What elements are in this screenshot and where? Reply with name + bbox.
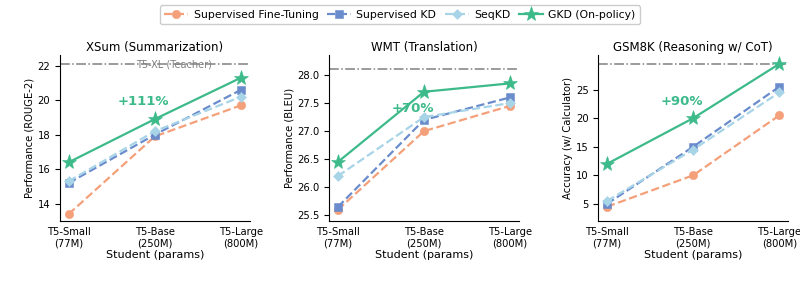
Y-axis label: Performance (BLEU): Performance (BLEU)	[284, 88, 294, 188]
Y-axis label: Performance (ROUGE-2): Performance (ROUGE-2)	[25, 78, 34, 198]
X-axis label: Student (params): Student (params)	[106, 250, 204, 260]
Text: +90%: +90%	[661, 95, 703, 108]
X-axis label: Student (params): Student (params)	[644, 250, 742, 260]
Title: GSM8K (Reasoning w/ CoT): GSM8K (Reasoning w/ CoT)	[614, 41, 773, 54]
Text: +111%: +111%	[118, 95, 169, 108]
Text: T5-XL (Teacher): T5-XL (Teacher)	[136, 59, 212, 69]
X-axis label: Student (params): Student (params)	[375, 250, 473, 260]
Text: +70%: +70%	[391, 102, 434, 115]
Title: WMT (Translation): WMT (Translation)	[370, 41, 478, 54]
Y-axis label: Accuracy (w/ Calculator): Accuracy (w/ Calculator)	[563, 77, 573, 199]
Legend: Supervised Fine-Tuning, Supervised KD, SeqKD, GKD (On-policy): Supervised Fine-Tuning, Supervised KD, S…	[160, 6, 640, 24]
Title: XSum (Summarization): XSum (Summarization)	[86, 41, 223, 54]
